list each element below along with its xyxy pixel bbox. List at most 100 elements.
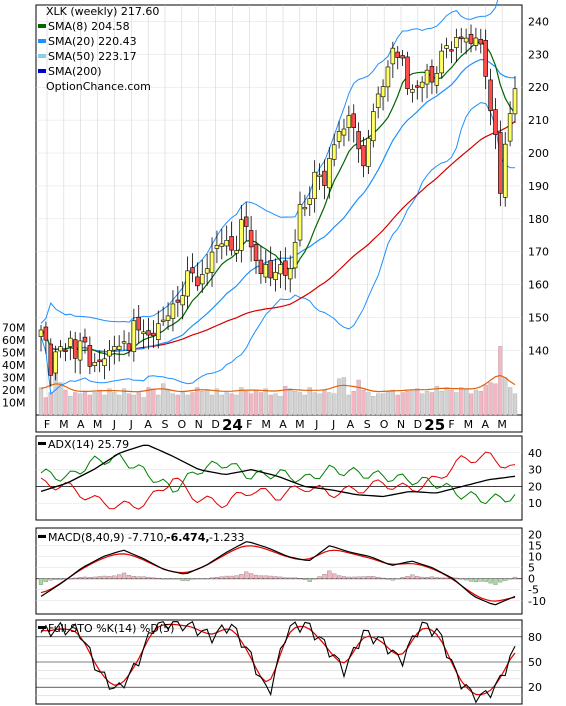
price-candle: [502, 143, 508, 198]
price-candle: [87, 345, 93, 367]
volume-bar: [322, 389, 327, 416]
price-tick-label: 240: [528, 15, 549, 28]
volume-bar: [151, 388, 156, 416]
bollinger-lower-line: [40, 102, 516, 395]
volume-bar: [190, 392, 195, 416]
price-candle: [317, 174, 322, 177]
price-candle: [243, 216, 249, 227]
price-candle: [463, 37, 469, 43]
volume-bar: [503, 377, 508, 416]
price-candle: [331, 144, 337, 160]
price-candle: [292, 242, 298, 269]
macd-line: [40, 541, 516, 606]
stochastic-tick-label: 50: [528, 656, 542, 669]
macd-histogram-bar: [58, 578, 63, 580]
volume-bar: [107, 388, 112, 416]
macd-histogram-bar: [292, 577, 298, 579]
volume-bar: [141, 397, 146, 416]
minus-di-line: [40, 451, 516, 510]
legend-label: SMA(8) 204.58: [48, 20, 130, 33]
macd-histogram-bar: [405, 576, 410, 579]
macd-histogram-bar: [390, 578, 395, 581]
macd-histogram-bar: [454, 577, 459, 579]
adx-tick-label: 20: [528, 480, 542, 493]
price-candle: [112, 346, 117, 351]
macd-histogram-bar: [121, 572, 127, 579]
volume-bar: [112, 392, 117, 416]
macd-histogram-bar: [224, 575, 229, 579]
month-label: D: [414, 418, 422, 431]
volume-bar: [117, 394, 122, 416]
volume-bar: [82, 391, 88, 416]
macd-histogram-bar: [205, 578, 210, 580]
macd-histogram-bar: [151, 577, 156, 579]
macd-histogram-bar: [498, 578, 503, 583]
month-label: N: [195, 418, 203, 431]
macd-histogram-bar: [400, 577, 405, 579]
volume-bar: [102, 394, 107, 416]
price-candle: [214, 245, 220, 249]
price-candle: [151, 332, 156, 337]
volume-bar: [292, 391, 298, 416]
price-candle: [248, 230, 254, 248]
price-candle: [273, 272, 278, 280]
macd-histogram-bar: [297, 578, 303, 579]
volume-tick-label: 20M: [2, 384, 26, 397]
macd-tick-label: -10: [528, 595, 546, 608]
legend-swatch: [38, 54, 46, 58]
stochastic-panel: 80 50 20 Full STO %K(14) %D(5): [35, 619, 542, 705]
price-candle: [458, 36, 464, 40]
month-label: F: [246, 418, 252, 431]
price-candle: [512, 88, 518, 115]
macd-histogram-bar: [327, 570, 332, 579]
price-candle: [351, 113, 356, 128]
macd-histogram-bar: [351, 576, 356, 579]
price-candle: [278, 264, 283, 275]
price-candle: [131, 320, 137, 353]
volume-bar: [332, 393, 337, 416]
price-candle: [165, 315, 171, 321]
volume-bar: [92, 392, 97, 416]
month-label: F: [44, 418, 50, 431]
volume-tick-label: 60M: [2, 334, 26, 347]
adx-legend-swatch: [38, 442, 46, 445]
volume-tick-label: 10M: [2, 397, 26, 410]
volume-bar: [420, 393, 425, 416]
month-label: O: [380, 418, 389, 431]
price-candle: [195, 276, 200, 287]
price-candle: [136, 316, 141, 331]
macd-histogram-bar: [473, 578, 479, 583]
volume-bar: [464, 388, 469, 416]
price-candle: [72, 339, 78, 359]
stochastic-tick-label: 80: [528, 631, 542, 644]
macd-histogram-bar: [244, 571, 249, 579]
month-label: F: [448, 418, 454, 431]
macd-histogram-bar: [341, 576, 347, 579]
macd-histogram-bar: [332, 573, 337, 579]
volume-bar: [156, 394, 161, 416]
price-candle: [327, 158, 332, 189]
price-candle: [170, 303, 176, 319]
macd-histogram-bar: [434, 577, 439, 579]
price-candle: [385, 66, 391, 88]
macd-tick-label: 0: [528, 573, 535, 586]
volume-bar: [508, 387, 513, 416]
volume-bar: [454, 392, 459, 416]
x-axis: F M A M J J A S O N D 24 F M A M J J A S O N D 25 F M A M: [35, 414, 523, 434]
price-candle: [341, 128, 347, 136]
stochastic-tick-label: 20: [528, 681, 542, 694]
volume-bar: [380, 393, 386, 416]
volume-bar: [307, 387, 312, 416]
macd-histogram-bar: [424, 577, 430, 579]
volume-bar: [131, 394, 136, 416]
price-candle: [53, 351, 58, 374]
macd-histogram-bar: [288, 577, 293, 579]
volume-bar: [180, 392, 185, 416]
volume-bar: [493, 383, 498, 416]
macd-histogram-bar: [43, 578, 48, 582]
stochastic-legend-swatch: [38, 626, 46, 629]
month-label: J: [112, 418, 116, 431]
volume-bar: [336, 378, 342, 416]
volume-bar: [283, 386, 288, 416]
